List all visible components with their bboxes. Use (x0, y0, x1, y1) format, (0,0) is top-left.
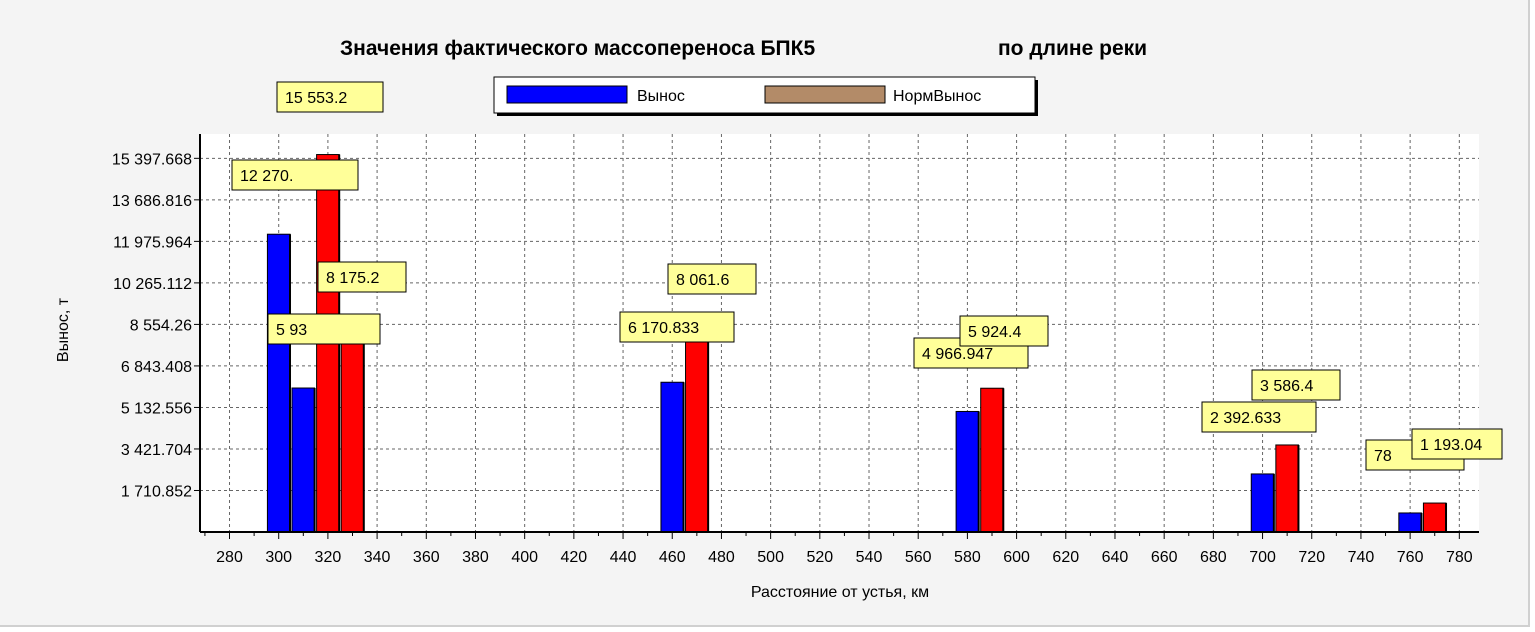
legend-swatch-vynos (506, 85, 628, 104)
x-tick-label: 360 (413, 549, 440, 566)
x-tick-label: 340 (364, 549, 391, 566)
data-label: 1 193.04 (1420, 437, 1482, 454)
bar (980, 387, 1004, 533)
data-label: 78 (1374, 448, 1392, 465)
data-label-box (1201, 401, 1317, 433)
data-label-box (276, 81, 384, 113)
bar (340, 333, 365, 533)
bar (1250, 473, 1275, 533)
x-tick-label: 380 (462, 549, 489, 566)
x-tick-label: 420 (561, 549, 588, 566)
x-tick-label: 780 (1446, 549, 1473, 566)
x-tick-label: 660 (1151, 549, 1178, 566)
bar (1422, 502, 1447, 533)
x-axis-label: Расстояние от устья, км (751, 584, 929, 601)
chart-title-tail: по длине реки (998, 37, 1147, 60)
plot-area (200, 134, 1479, 532)
x-tick-label: 700 (1249, 549, 1276, 566)
data-label: 5 924.4 (968, 324, 1021, 341)
data-labels: 12 270. 5 93 6 170.833 4 966.947 2 392.633 78… (231, 81, 1503, 471)
x-tick-label: 500 (757, 549, 784, 566)
y-tick-label: 11 975.964 (113, 234, 192, 251)
data-label-box (667, 263, 757, 295)
y-tick-label: 1 710.852 (121, 483, 192, 500)
x-tick-label: 520 (806, 549, 833, 566)
x-tick-label: 600 (1003, 549, 1030, 566)
data-label: 2 392.633 (1210, 410, 1281, 427)
bar (660, 381, 685, 533)
x-tick-label: 740 (1348, 549, 1375, 566)
data-label: 12 270. (240, 168, 293, 185)
x-tick-label: 300 (265, 549, 292, 566)
bar (955, 410, 980, 533)
legend-label-vynos: Вынос (637, 88, 685, 105)
bar (685, 335, 709, 533)
bar (291, 387, 316, 533)
legend-label-normvynos: НормВынос (893, 88, 981, 105)
x-tick-label: 640 (1102, 549, 1129, 566)
x-tick-label: 400 (511, 549, 538, 566)
data-label-box (959, 315, 1049, 347)
legend: Вынос НормВынос (493, 76, 1038, 116)
y-tick-label: 15 397.668 (112, 151, 192, 168)
data-label-box (1251, 369, 1341, 401)
y-tick-label: 3 421.704 (121, 442, 192, 459)
chart-title: Значения фактического массопереноса БПК5 (340, 37, 815, 60)
data-label-box (267, 313, 381, 345)
x-tick-label: 620 (1052, 549, 1079, 566)
data-label-box (1411, 428, 1503, 460)
data-label: 4 966.947 (922, 346, 993, 363)
x-tick-label: 560 (905, 549, 932, 566)
data-label: 6 170.833 (628, 320, 699, 337)
y-tick-label: 13 686.816 (112, 193, 192, 210)
data-label: 5 93 (276, 322, 307, 339)
legend-swatch-normvynos (764, 85, 886, 104)
x-tick-label: 320 (315, 549, 342, 566)
x-tick-label: 480 (708, 549, 735, 566)
x-tick-labels: 280 300 320 340 360 380 400 420 440 460 480 500 520 5… (216, 549, 1473, 566)
y-tick-label: 10 265.112 (113, 276, 192, 293)
data-label-box (619, 311, 735, 343)
axes (194, 134, 1479, 539)
x-tick-label: 680 (1200, 549, 1227, 566)
bar (266, 233, 291, 533)
data-label: 8 061.6 (676, 272, 729, 289)
data-label: 3 586.4 (1260, 378, 1313, 395)
y-tick-label: 6 843.408 (121, 359, 192, 376)
bar (1275, 444, 1299, 533)
bar (1398, 512, 1422, 533)
y-tick-label: 8 554.26 (130, 317, 192, 334)
data-label-box (231, 159, 359, 191)
y-axis-label: Вынос, т (55, 297, 72, 362)
data-label: 8 175.2 (326, 270, 379, 287)
x-tick-label: 440 (610, 549, 637, 566)
data-label: 15 553.2 (285, 90, 347, 107)
x-tick-label: 720 (1298, 549, 1325, 566)
x-tick-label: 460 (659, 549, 686, 566)
x-tick-label: 760 (1397, 549, 1424, 566)
x-tick-label: 540 (856, 549, 883, 566)
y-tick-labels: 1 710.852 3 421.704 5 132.556 6 843.408 8 55… (112, 151, 192, 500)
x-tick-label: 580 (954, 549, 981, 566)
y-tick-label: 5 132.556 (121, 400, 192, 417)
data-label-box (317, 261, 407, 293)
x-tick-label: 280 (216, 549, 243, 566)
